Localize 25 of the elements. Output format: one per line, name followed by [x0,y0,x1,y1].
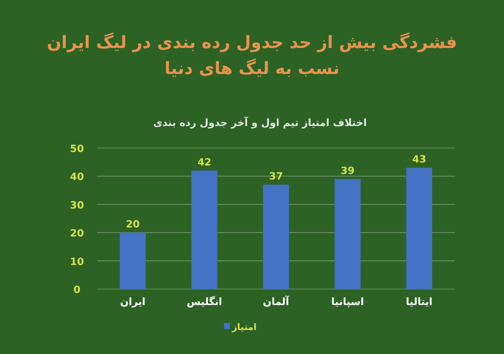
legend-label: امتیاز [231,323,257,333]
y-tick-label: 50 [70,144,84,155]
bar [191,170,218,289]
chart-title: فشردگی بیش از حد جدول رده بندی در لیگ ایران نسب به لیگ های دنیا [46,32,458,81]
y-tick-label: 0 [74,285,81,296]
x-tick-label: انگلیس [186,295,222,308]
x-tick-label: اسپانیا [331,297,364,308]
y-tick-label: 30 [70,200,84,212]
x-tick-label: آلمان [262,295,290,308]
data-label: 42 [197,158,212,169]
y-tick-label: 40 [70,172,84,184]
bar [406,168,432,289]
y-tick-label: 10 [70,256,84,268]
data-label: 37 [269,172,283,183]
bar [334,179,361,289]
chart-subtitle: اختلاف امتیاز تیم اول و آخر جدول رده بندی [152,118,368,129]
bar [120,232,146,289]
y-tick-label: 20 [70,228,84,240]
legend: امتیاز [224,323,257,333]
data-label: 43 [412,154,426,166]
x-tick-label: ایران [120,297,146,308]
data-label: 20 [126,220,140,231]
data-label: 39 [340,166,355,178]
bar [263,184,289,289]
x-tick-label: ایتالیا [406,297,433,308]
